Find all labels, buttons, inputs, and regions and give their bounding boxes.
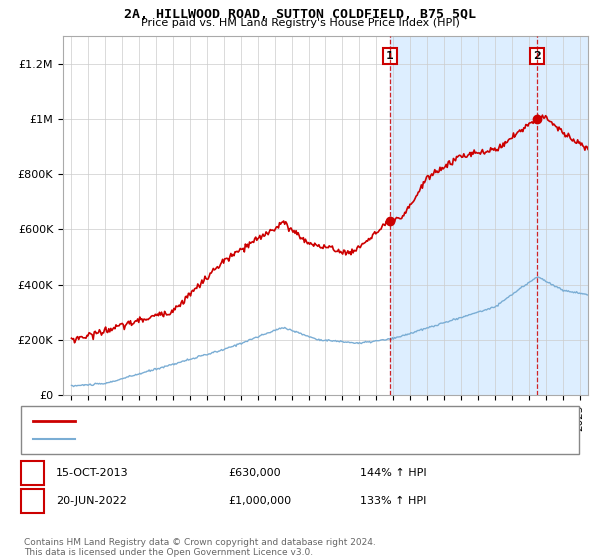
Text: £630,000: £630,000 bbox=[228, 468, 281, 478]
Text: 2A, HILLWOOD ROAD, SUTTON COLDFIELD, B75 5QL: 2A, HILLWOOD ROAD, SUTTON COLDFIELD, B75… bbox=[124, 8, 476, 21]
Text: £1,000,000: £1,000,000 bbox=[228, 496, 291, 506]
Text: 2: 2 bbox=[533, 51, 541, 61]
Text: Price paid vs. HM Land Registry's House Price Index (HPI): Price paid vs. HM Land Registry's House … bbox=[140, 18, 460, 29]
Text: 2: 2 bbox=[29, 496, 36, 506]
Text: 2A, HILLWOOD ROAD, SUTTON COLDFIELD, B75 5QL (detached house): 2A, HILLWOOD ROAD, SUTTON COLDFIELD, B75… bbox=[81, 416, 448, 426]
Text: 20-JUN-2022: 20-JUN-2022 bbox=[56, 496, 127, 506]
Text: 1: 1 bbox=[386, 51, 394, 61]
Text: 133% ↑ HPI: 133% ↑ HPI bbox=[360, 496, 427, 506]
Text: Contains HM Land Registry data © Crown copyright and database right 2024.
This d: Contains HM Land Registry data © Crown c… bbox=[24, 538, 376, 557]
Text: 1: 1 bbox=[29, 468, 36, 478]
Text: 15-OCT-2013: 15-OCT-2013 bbox=[56, 468, 128, 478]
Text: HPI: Average price, detached house, Birmingham: HPI: Average price, detached house, Birm… bbox=[81, 434, 338, 444]
Bar bbox=[389, 36, 588, 395]
Text: 144% ↑ HPI: 144% ↑ HPI bbox=[360, 468, 427, 478]
